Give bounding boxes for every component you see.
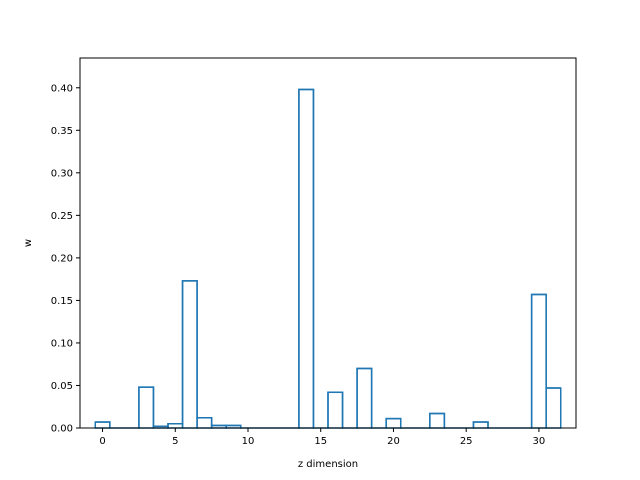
x-tick-label: 25 — [460, 436, 473, 447]
y-tick-label: 0.00 — [51, 424, 73, 435]
y-tick-label: 0.05 — [51, 381, 73, 392]
y-axis-label: w — [23, 239, 34, 247]
x-tick-label: 5 — [172, 436, 178, 447]
x-axis-label: z dimension — [298, 459, 358, 470]
x-tick-label: 0 — [99, 436, 105, 447]
y-axis-ticks: 0.00 0.05 0.10 0.15 0.20 0.25 0.30 0.35 0.40 — [51, 83, 80, 435]
y-tick-label: 0.15 — [51, 296, 73, 307]
x-tick-label: 30 — [533, 436, 546, 447]
y-tick-label: 0.20 — [51, 253, 73, 264]
x-tick-label: 15 — [314, 436, 327, 447]
y-tick-label: 0.30 — [51, 168, 73, 179]
y-tick-label: 0.10 — [51, 338, 73, 349]
y-tick-label: 0.40 — [51, 83, 73, 94]
plot-background — [80, 58, 576, 428]
plot-frame — [79, 57, 577, 429]
y-tick-label: 0.25 — [51, 211, 73, 222]
x-axis-ticks: 0 5 10 15 20 25 30 — [99, 428, 545, 447]
x-tick-label: 20 — [387, 436, 400, 447]
y-tick-label: 0.35 — [51, 126, 73, 137]
x-tick-label: 10 — [242, 436, 255, 447]
